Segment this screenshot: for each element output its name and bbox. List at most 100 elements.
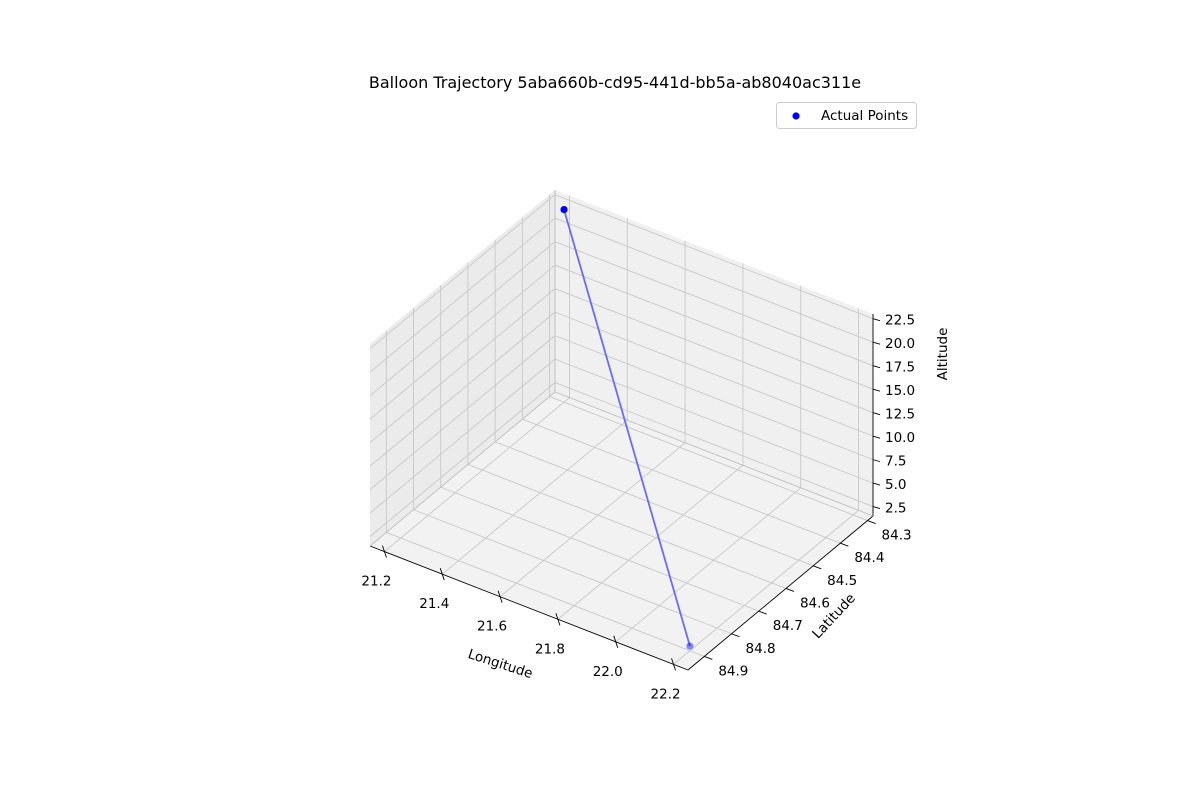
grid-line-z-back — [554, 288, 874, 414]
grid-line-y-floor — [440, 486, 759, 612]
grid-line-x-floor — [384, 397, 570, 552]
grid-line-x-floor — [673, 510, 859, 665]
z-tick-label: 10.0 — [885, 430, 915, 446]
plot-marks — [560, 205, 694, 650]
x-tick-label: 22.0 — [593, 664, 623, 680]
legend: Actual Points — [776, 102, 917, 129]
x-axis-label: Longitude — [466, 646, 535, 682]
y-tick-label: 84.5 — [827, 573, 857, 589]
x-axis-line — [369, 545, 689, 671]
grid-line-z-left — [369, 288, 556, 443]
data-point — [560, 205, 568, 214]
grid-line-z-back — [554, 358, 874, 484]
grid-line-z-left — [369, 217, 556, 373]
z-tick-mark — [872, 341, 881, 345]
grid-line-z-back — [554, 311, 874, 437]
x-tick-label: 21.8 — [535, 641, 565, 657]
grid-line-z-left — [369, 358, 556, 514]
z-tick-mark — [872, 318, 881, 322]
floor-pane — [370, 392, 873, 670]
z-tick-mark — [872, 388, 881, 392]
y-tick-label: 84.9 — [718, 663, 748, 679]
x-tick-mark — [382, 545, 387, 558]
z-tick-label: 15.0 — [885, 383, 915, 399]
grid-line-z-left — [369, 335, 556, 490]
grid-line-y-floor — [494, 441, 814, 567]
grid-line-z-back — [554, 264, 874, 390]
z-tick-mark — [872, 435, 881, 439]
x-tick-mark — [555, 613, 561, 626]
legend-marker — [792, 112, 800, 120]
legend-box — [776, 102, 917, 129]
z-axis-label: Altitude — [935, 328, 951, 381]
trajectory-line — [563, 209, 691, 647]
z-tick-label: 22.5 — [885, 313, 915, 329]
tick-marks — [382, 318, 881, 671]
legend-label: Actual Points — [821, 108, 908, 124]
grid-line-y-floor — [386, 531, 705, 657]
y-tick-mark — [867, 520, 876, 524]
grid-line-z-left — [369, 241, 556, 397]
z-tick-label: 5.0 — [885, 477, 906, 493]
y-axis-line — [687, 515, 874, 671]
z-tick-label: 7.5 — [885, 454, 906, 470]
x-tick-label: 22.2 — [651, 686, 681, 702]
grid-line-x-floor — [615, 487, 802, 643]
axis-lines — [369, 190, 874, 671]
chart-title: Balloon Trajectory 5aba660b-cd95-441d-bb… — [369, 73, 861, 92]
y-tick-label: 84.8 — [746, 641, 776, 657]
y-tick-label: 84.3 — [882, 528, 912, 544]
grid-line-x-floor — [557, 464, 744, 620]
x-tick-mark — [439, 568, 445, 581]
x-tick-label: 21.2 — [361, 574, 391, 590]
grid-line-z-back — [554, 335, 874, 461]
z-tick-mark — [872, 459, 881, 463]
z-tick-mark — [872, 365, 881, 369]
pane-edge — [554, 391, 874, 517]
grid-line-z-back — [554, 194, 874, 320]
grid-line-x-floor — [499, 442, 686, 598]
z-tick-mark — [872, 412, 881, 416]
y-tick-mark — [704, 655, 713, 660]
grid-line-y-floor — [467, 464, 787, 589]
y-tick-mark — [840, 542, 849, 547]
y-tick-mark — [785, 588, 795, 592]
axis-panes — [370, 190, 873, 670]
tick-labels: 21.2 21.4 21.6 21.8 22.0 22.2 84.3 84.4 84.5 84.6… — [361, 313, 915, 703]
x-tick-label: 21.6 — [477, 619, 507, 635]
grid-line-y-floor — [549, 396, 868, 521]
z-tick-label: 20.0 — [885, 336, 915, 352]
y-tick-label: 84.4 — [854, 550, 884, 566]
z-tick-label: 2.5 — [885, 501, 906, 517]
data-point — [686, 642, 694, 650]
grid-line-z-left — [369, 264, 556, 420]
grid-lines — [369, 194, 874, 665]
grid-line-y-floor — [413, 509, 732, 635]
grid-line-z-left — [369, 194, 556, 350]
z-tick-label: 17.5 — [885, 360, 915, 376]
x-tick-mark — [613, 635, 619, 648]
z-tick-mark — [872, 482, 881, 486]
z-tick-label: 12.5 — [885, 407, 915, 423]
y-tick-mark — [812, 565, 822, 570]
pane-edge — [369, 391, 556, 547]
grid-line-z-back — [554, 241, 874, 367]
grid-line-z-left — [369, 382, 556, 537]
y-tick-label: 84.7 — [773, 618, 803, 634]
grid-line-y-floor — [522, 418, 841, 544]
x-tick-mark — [671, 658, 676, 671]
x-tick-mark — [497, 590, 503, 603]
left-wall-pane — [370, 190, 555, 546]
x-tick-label: 21.4 — [419, 596, 449, 612]
back-wall-pane — [555, 190, 873, 516]
y-tick-mark — [731, 633, 740, 638]
grid-line-z-back — [554, 217, 874, 343]
grid-line-x-floor — [441, 419, 628, 575]
grid-line-z-left — [369, 311, 556, 467]
y-tick-mark — [758, 610, 767, 615]
y-tick-label: 84.6 — [800, 595, 830, 611]
grid-line-z-back — [554, 382, 874, 508]
z-tick-mark — [872, 506, 881, 510]
